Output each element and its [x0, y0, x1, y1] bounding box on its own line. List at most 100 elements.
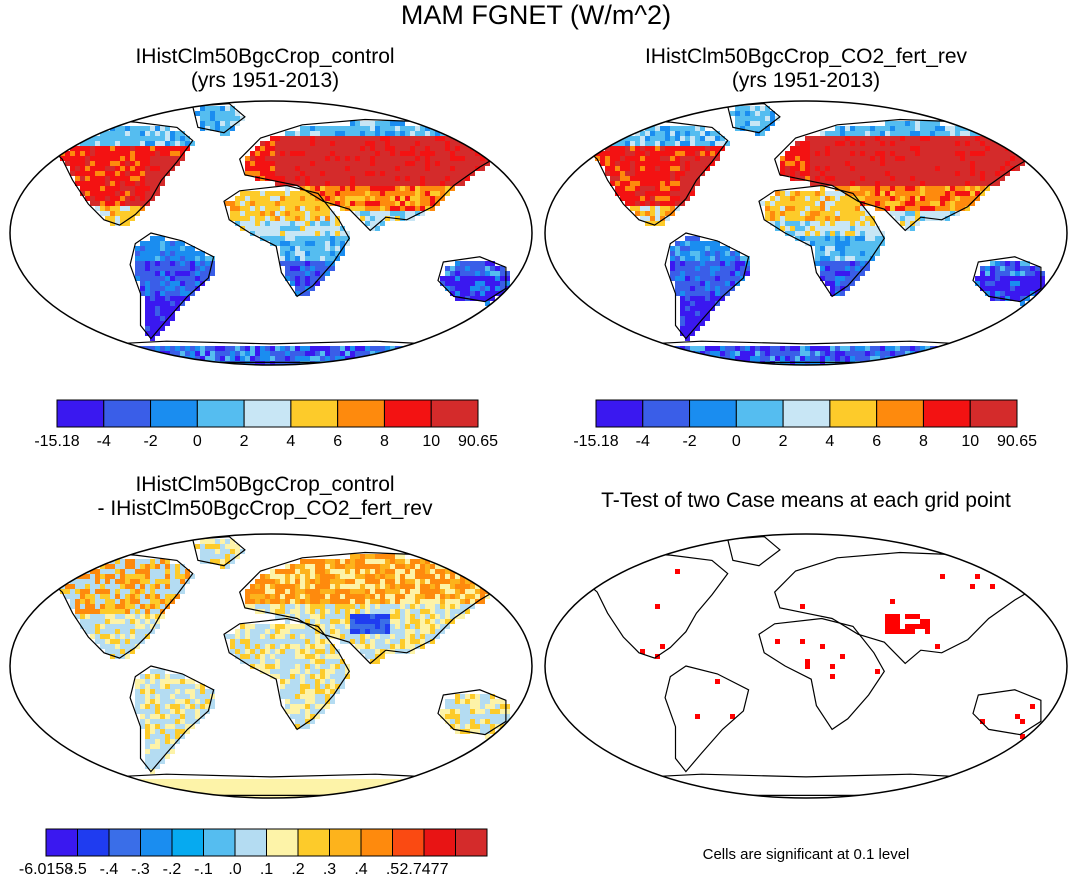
coastline-southAmerica: [129, 232, 215, 340]
colorbar-panel3-box-8: [297, 828, 330, 857]
panel3-title: IHistClm50BgcCrop_control - IHistClm50Bg…: [0, 473, 530, 521]
map-panel-3: [40, 535, 513, 798]
coastline-australia: [972, 256, 1042, 303]
coastline-greenland: [191, 102, 246, 134]
colorbar-panel1-box-0: [56, 399, 105, 428]
panel2-title-line2: (yrs 1951-2013): [731, 69, 881, 92]
colorbar-panel2-box-0: [595, 399, 644, 428]
colorbar-panel1-box-1: [103, 399, 152, 428]
colorbar-panel3-tick-label: .5: [386, 861, 399, 874]
colorbar-panel3-box-2: [108, 828, 141, 857]
coastline-northAmerica: [575, 118, 729, 226]
figure-title: MAM FGNET (W/m^2): [400, 0, 672, 30]
colorbar-panel3-box-4: [171, 828, 204, 857]
coastline-eurasia: [774, 551, 1048, 665]
coastline-greenland: [726, 102, 781, 134]
colorbar-panel2-box-5: [829, 399, 878, 428]
coastline-northAmerica: [40, 118, 194, 226]
colorbar-panel2-box-8: [969, 399, 1018, 428]
colorbar-panel1-tick-label: -2: [143, 433, 157, 450]
colorbar-panel2-box-2: [689, 399, 737, 428]
colorbar-panel1-box-6: [337, 399, 385, 428]
coastline-northAmerica: [575, 551, 729, 659]
panel4-title-line1: T-Test of two Case means at each grid po…: [601, 489, 1011, 512]
colorbar-panel3-box-10: [360, 828, 393, 857]
panel4-title: T-Test of two Case means at each grid po…: [541, 489, 1071, 513]
map-frame-3: [9, 533, 533, 799]
coastline-eurasia: [239, 551, 513, 665]
colorbar-panel1-tick-label: 0: [193, 433, 202, 450]
coastline-southAmerica: [664, 665, 750, 773]
colorbar-panel3-tick-label: -.1: [194, 861, 213, 874]
colorbar-panel3-box-5: [203, 828, 236, 857]
colorbar-panel2: -15.18 -4 -2 0 2 4 6 8 10 90.65: [573, 399, 1037, 450]
colorbar-panel3-box-0: [45, 828, 78, 857]
coastline-africa: [758, 184, 886, 298]
map-panel-4: [575, 535, 1048, 797]
colorbar-panel3-box-3: [140, 828, 173, 857]
colorbar-panel3-box-11: [392, 828, 425, 857]
colorbar-panel2-tick-label: -4: [636, 433, 650, 450]
colorbar-panel3: -6.0158-.5 -.4 -.3 -.2 -.1 .0 .1 .2 .3 .4 .5 2.7477: [19, 828, 488, 874]
colorbar-panel1-box-2: [150, 399, 198, 428]
panel2-title: IHistClm50BgcCrop_CO2_fert_rev (yrs 1951…: [541, 45, 1071, 93]
colorbar-panel2-tick-label: -15.18: [573, 433, 618, 450]
colorbar-panel2-tick-label: 8: [919, 433, 928, 450]
coastline-antarctica: [595, 773, 1017, 797]
coastline-southAmerica: [129, 665, 215, 773]
colorbar-panel1-tick-label: 10: [422, 433, 440, 450]
colorbar-panel3-tick-label: .0: [228, 861, 241, 874]
map-frame-2: [544, 100, 1068, 366]
colorbar-panel3-box-1: [77, 828, 110, 857]
colorbar-panel3-box-13: [455, 828, 488, 857]
coastline-eurasia: [239, 118, 513, 232]
panel1-title: IHistClm50BgcCrop_control (yrs 1951-2013…: [0, 45, 530, 93]
colorbar-panel1-tick-label: 6: [333, 433, 342, 450]
colorbar-panel3-tick-label: -.2: [163, 861, 182, 874]
colorbar-panel1-box-7: [383, 399, 432, 428]
colorbar-panel2-box-3: [735, 399, 784, 428]
colorbar-panel2-tick-label: 4: [825, 433, 834, 450]
significance-footnote: Cells are significant at 0.1 level: [702, 846, 910, 863]
colorbar-panel1-box-4: [243, 399, 292, 428]
colorbar-panel2-box-6: [876, 399, 924, 428]
colorbar-panel1-box-8: [430, 399, 479, 428]
colorbar-panel3-tick-label: .2: [291, 861, 304, 874]
coastline-australia: [972, 689, 1042, 736]
panel1-title-line1: IHistClm50BgcCrop_control: [135, 45, 395, 68]
coastline-africa: [223, 617, 351, 731]
map-panel-2: [575, 102, 1048, 365]
colorbar-panel2-box-7: [922, 399, 971, 428]
map-panel-1: [40, 102, 513, 365]
colorbar-panel3-tick-label: -.5: [68, 861, 87, 874]
colorbar-panel3-box-12: [423, 828, 456, 857]
colorbar-panel2-tick-label: -2: [682, 433, 696, 450]
colorbar-panel3-tick-label: -6.0158: [19, 861, 73, 874]
panel3-title-line2: - IHistClm50BgcCrop_CO2_fert_rev: [97, 497, 433, 520]
colorbar-panel3-box-9: [329, 828, 362, 857]
coastline-australia: [437, 256, 507, 303]
coastline-greenland: [726, 535, 781, 567]
coastline-eurasia: [774, 118, 1048, 232]
colorbar-panel1-tick-label: 2: [240, 433, 249, 450]
map-frame-1: [9, 100, 533, 366]
coastline-africa: [223, 184, 351, 298]
map-frame-4: [544, 533, 1068, 799]
colorbar-panel3-tick-label: .3: [323, 861, 336, 874]
colorbar-panel2-box-4: [782, 399, 831, 428]
colorbar-panel1: -15.18 -4 -2 0 2 4 6 8 10 90.65: [34, 399, 498, 450]
colorbar-panel3-tick-label: -.4: [100, 861, 119, 874]
colorbar-panel1-tick-label: 90.65: [458, 433, 498, 450]
coastline-africa: [758, 617, 886, 731]
colorbar-panel1-box-5: [290, 399, 339, 428]
colorbar-panel1-tick-label: 4: [286, 433, 295, 450]
colorbar-panel2-tick-label: 90.65: [997, 433, 1037, 450]
colorbar-panel3-tick-label: -.3: [131, 861, 150, 874]
colorbar-panel1-tick-label: -4: [97, 433, 111, 450]
colorbar-panel3-tick-label: .1: [260, 861, 273, 874]
colorbar-panel2-tick-label: 10: [961, 433, 979, 450]
panel3-title-line1: IHistClm50BgcCrop_control: [135, 473, 395, 496]
coastline-southAmerica: [664, 232, 750, 340]
colorbar-panel3-box-6: [234, 828, 267, 857]
